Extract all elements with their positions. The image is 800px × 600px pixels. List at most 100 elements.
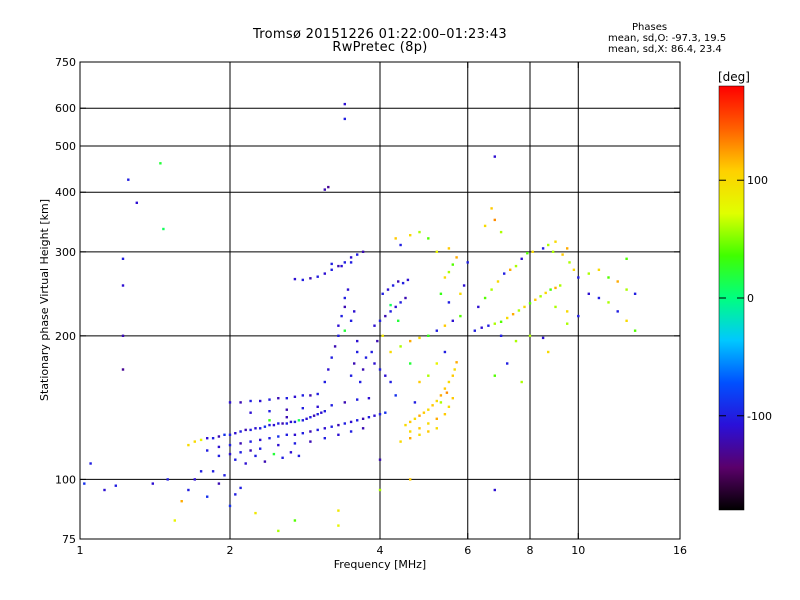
data-point: [244, 428, 247, 432]
data-point: [418, 427, 421, 430]
data-point: [418, 414, 421, 417]
data-point: [376, 339, 379, 343]
data-point: [340, 264, 343, 268]
data-point: [541, 247, 545, 250]
data-point: [323, 427, 326, 430]
data-point: [349, 430, 353, 433]
data-point: [173, 519, 176, 522]
data-point: [293, 277, 297, 281]
data-point: [506, 362, 509, 365]
data-point: [496, 280, 500, 283]
data-point: [254, 454, 257, 458]
data-point: [597, 296, 601, 300]
data-point: [607, 276, 610, 279]
data-point: [503, 272, 506, 275]
data-point: [373, 414, 376, 417]
colorbar-ticks: 100 0 -100: [719, 174, 772, 423]
x-tick-label: 16: [673, 544, 687, 557]
data-point: [121, 257, 125, 260]
data-point: [447, 301, 451, 304]
data-point: [206, 449, 209, 452]
data-point: [305, 417, 308, 420]
data-point: [418, 380, 421, 384]
data-point: [389, 310, 392, 313]
y-tick-label: 300: [55, 246, 76, 259]
data-point: [297, 419, 301, 422]
data-point: [547, 350, 550, 354]
y-tick-label: 75: [62, 533, 76, 546]
colorbar-tick-label: 0: [747, 292, 754, 305]
data-point: [477, 305, 480, 309]
data-point: [309, 394, 312, 397]
phase-stats-x-mode: mean, sd,X: 86.4, 23.4: [608, 44, 722, 55]
data-point: [483, 296, 487, 300]
data-point: [320, 411, 323, 414]
data-point: [616, 280, 619, 283]
data-point: [343, 117, 346, 121]
data-point: [327, 368, 330, 371]
data-point: [577, 276, 580, 279]
data-point: [551, 250, 555, 253]
data-point: [293, 442, 297, 445]
data-point: [453, 368, 456, 371]
data-point: [316, 275, 319, 278]
data-point: [301, 394, 304, 397]
data-point: [462, 284, 466, 287]
data-point: [413, 417, 417, 420]
data-point: [568, 261, 571, 264]
data-point: [293, 519, 297, 522]
data-point: [459, 314, 462, 318]
data-point: [193, 440, 196, 443]
data-point: [259, 399, 262, 403]
data-point: [566, 310, 569, 313]
data-point: [447, 247, 451, 250]
data-point: [356, 253, 359, 256]
data-point: [343, 422, 346, 425]
data-point: [443, 387, 447, 390]
data-point: [435, 399, 438, 403]
data-point: [349, 319, 353, 322]
data-point: [277, 397, 280, 400]
data-point: [293, 420, 297, 424]
data-point: [356, 398, 359, 401]
data-point: [528, 334, 532, 337]
x-axis-label: Frequency [MHz]: [334, 558, 426, 571]
data-point: [459, 292, 462, 295]
data-point: [399, 345, 402, 348]
data-point: [353, 362, 356, 365]
y-tick-label: 600: [55, 102, 76, 115]
data-point: [373, 362, 376, 365]
data-point: [289, 420, 293, 424]
data-point: [539, 295, 542, 298]
data-point: [135, 201, 138, 204]
data-point: [384, 314, 387, 318]
data-point: [394, 305, 397, 309]
data-point: [404, 296, 407, 300]
data-point: [281, 422, 284, 425]
x-tick-label: 2: [227, 544, 234, 557]
data-point: [389, 303, 392, 307]
x-axis-ticks: 1 2 4 6 8 10 16: [77, 62, 687, 557]
data-point: [531, 250, 534, 253]
data-point: [561, 253, 564, 256]
data-point: [343, 401, 346, 404]
data-point: [268, 437, 271, 440]
data-point: [493, 374, 496, 377]
data-point: [499, 320, 503, 323]
data-point: [427, 408, 430, 411]
data-point: [523, 305, 526, 309]
data-point: [587, 272, 590, 275]
data-point: [361, 368, 365, 371]
data-point: [435, 250, 438, 253]
data-point: [312, 414, 316, 417]
data-point: [228, 433, 232, 436]
data-point: [277, 435, 280, 438]
data-point: [349, 374, 353, 377]
data-point: [180, 500, 183, 503]
x-tick-label: 6: [464, 544, 471, 557]
data-point: [121, 334, 125, 337]
data-point: [206, 495, 209, 498]
data-point: [373, 324, 376, 327]
data-point: [409, 430, 412, 433]
